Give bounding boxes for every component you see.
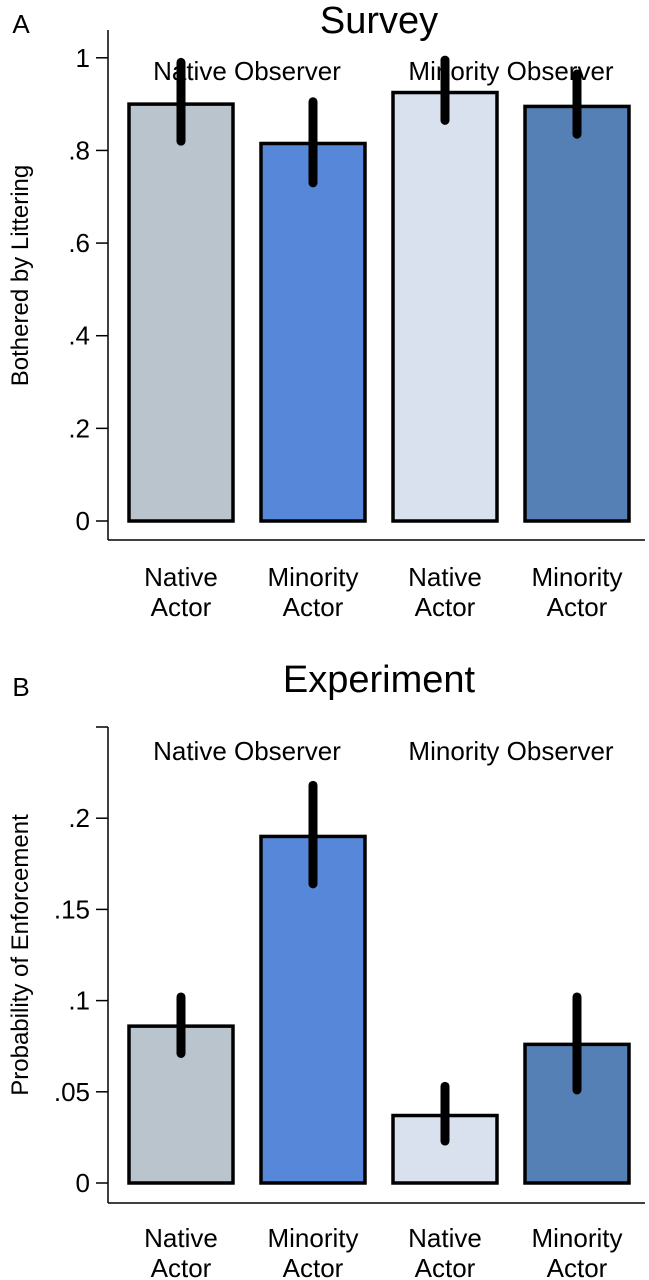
bar [523,104,631,523]
y-tick-label: .8 [68,135,90,165]
chart-panel-b: B Experiment 0 .05 .1 .15 .2 Probability of Enf… [7,659,645,1280]
x-tick-label: Actor [415,592,476,622]
bar [259,834,367,1185]
bar [127,102,235,523]
x-tick-label: Native [408,562,482,592]
chart-panel-a: A Survey 0 .2 .4 .6 .8 1 Bothered by Littering Na… [7,0,645,622]
x-tick-label: Native [144,1223,218,1253]
y-tick-label: .6 [68,228,90,258]
x-tick-label: Minority [267,562,358,592]
y-tick-label: .15 [54,894,90,924]
y-tick-label: .2 [68,413,90,443]
x-tick-label: Actor [151,1253,212,1280]
chart-title: Experiment [283,659,476,701]
y-tick-label: 0 [76,1168,90,1198]
x-tick-label: Actor [283,1253,344,1280]
group-label: Native Observer [153,736,341,766]
x-tick-label: Actor [283,592,344,622]
x-tick-label: Minority [531,1223,622,1253]
y-tick-label: 1 [76,43,90,73]
y-tick-label: .2 [68,803,90,833]
panel-letter: A [12,9,30,39]
group-label: Minority Observer [408,56,613,86]
panel-letter: B [12,672,29,702]
y-tick-label: .05 [54,1077,90,1107]
x-tick-label: Minority [531,562,622,592]
bar [391,90,499,523]
x-tick-label: Actor [151,592,212,622]
x-tick-label: Actor [547,1253,608,1280]
group-label: Minority Observer [408,736,613,766]
x-tick-label: Actor [415,1253,476,1280]
chart-title: Survey [320,0,438,42]
x-tick-label: Actor [547,592,608,622]
bar [259,141,367,523]
y-axis-label: Probability of Enforcement [7,814,34,1096]
y-tick-label: .1 [68,986,90,1016]
x-tick-label: Native [408,1223,482,1253]
y-tick-label: 0 [76,506,90,536]
x-tick-label: Native [144,562,218,592]
bar [523,1042,631,1185]
y-tick-label: .4 [68,321,90,351]
x-tick-label: Minority [267,1223,358,1253]
y-axis-label: Bothered by Littering [7,165,34,386]
